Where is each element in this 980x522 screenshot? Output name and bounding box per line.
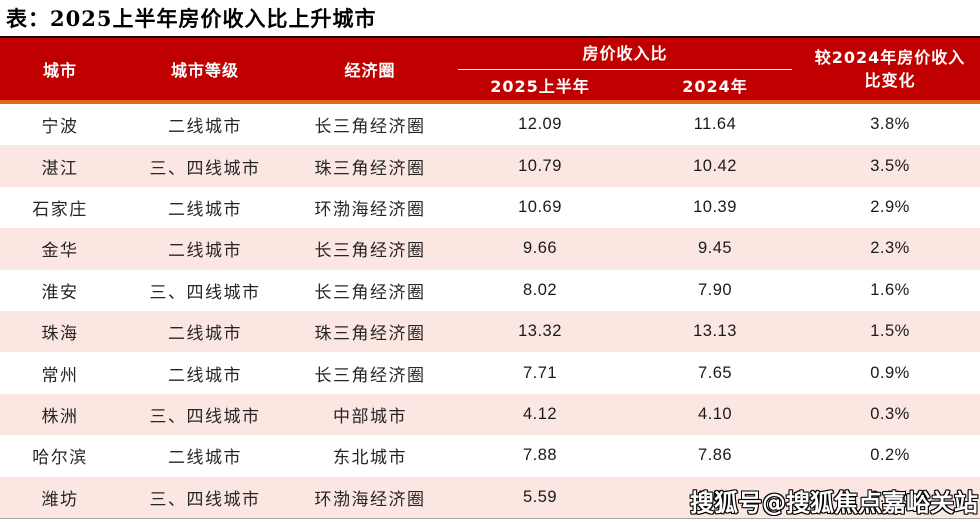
cell-change: 0.9% bbox=[870, 363, 910, 382]
cell-tier: 三、四线城市 bbox=[149, 158, 261, 179]
cell-city: 哈尔滨 bbox=[32, 448, 88, 469]
cell-change: 1.5% bbox=[870, 322, 910, 341]
cell-ratio-2025h1: 12.09 bbox=[518, 115, 562, 134]
table-row: 潍坊 三、四线城市 环渤海经济圈 5.59 5.58 0.2% bbox=[0, 476, 980, 518]
cell-city: 潍坊 bbox=[41, 489, 79, 510]
cell-change: 2.3% bbox=[870, 239, 910, 258]
cell-change: 2.9% bbox=[870, 197, 910, 216]
cell-ratio-2024: 7.90 bbox=[697, 280, 733, 299]
accent-rule bbox=[0, 100, 980, 104]
cell-change: 3.8% bbox=[870, 115, 910, 134]
cell-ratio-2024: 10.42 bbox=[693, 156, 737, 175]
cell-tier: 二线城市 bbox=[168, 199, 242, 220]
cell-ratio-2024: 9.45 bbox=[697, 239, 733, 258]
table-row: 哈尔滨 二线城市 东北城市 7.88 7.86 0.2% bbox=[0, 435, 980, 476]
cell-change: 0.3% bbox=[870, 404, 910, 423]
cell-city: 常州 bbox=[41, 365, 79, 386]
cell-circle: 长三角经济圈 bbox=[314, 241, 426, 262]
table-row: 湛江 三、四线城市 珠三角经济圈 10.79 10.42 3.5% bbox=[0, 145, 980, 187]
header-2025h1: 2025上半年 bbox=[490, 77, 590, 96]
table-row: 石家庄 二线城市 环渤海经济圈 10.69 10.39 2.9% bbox=[0, 187, 980, 228]
cell-tier: 二线城市 bbox=[168, 448, 242, 469]
cell-city: 宁波 bbox=[41, 117, 79, 138]
cell-city: 石家庄 bbox=[32, 199, 88, 220]
table-body: 宁波 二线城市 长三角经济圈 12.09 11.64 3.8% 湛江 三、四线城… bbox=[0, 104, 980, 519]
table-row: 金华 二线城市 长三角经济圈 9.66 9.45 2.3% bbox=[0, 228, 980, 270]
cell-ratio-2025h1: 5.59 bbox=[522, 487, 558, 506]
table-row: 株洲 三、四线城市 中部城市 4.12 4.10 0.3% bbox=[0, 393, 980, 436]
cell-city: 珠海 bbox=[41, 324, 79, 345]
cell-circle: 长三角经济圈 bbox=[314, 117, 426, 138]
cell-tier: 三、四线城市 bbox=[149, 489, 261, 510]
cell-ratio-2024: 10.39 bbox=[693, 197, 737, 216]
cell-tier: 二线城市 bbox=[168, 117, 242, 138]
cell-ratio-2025h1: 9.66 bbox=[522, 239, 558, 258]
cell-circle: 长三角经济圈 bbox=[314, 282, 426, 303]
cell-ratio-2025h1: 7.88 bbox=[522, 446, 558, 465]
cell-ratio-2025h1: 10.79 bbox=[518, 156, 562, 175]
cell-ratio-2025h1: 4.12 bbox=[522, 404, 558, 423]
cell-tier: 三、四线城市 bbox=[149, 406, 261, 427]
header-2024: 2024年 bbox=[682, 77, 748, 96]
cell-ratio-2024: 4.10 bbox=[697, 404, 733, 423]
cell-city: 淮安 bbox=[41, 282, 79, 303]
cell-change: 3.5% bbox=[870, 156, 910, 175]
cell-tier: 三、四线城市 bbox=[149, 282, 261, 303]
table-row: 淮安 三、四线城市 长三角经济圈 8.02 7.90 1.6% bbox=[0, 270, 980, 311]
header-change: 较2024年房价收入比变化 bbox=[800, 38, 980, 100]
table-header: 城市 城市等级 经济圈 房价收入比 2025上半年 2024年 较2024年房价… bbox=[0, 36, 980, 100]
cell-city: 金华 bbox=[41, 241, 79, 262]
cell-tier: 二线城市 bbox=[168, 365, 242, 386]
cell-circle: 珠三角经济圈 bbox=[314, 324, 426, 345]
cell-ratio-2024: 5.58 bbox=[697, 487, 733, 506]
header-circle: 经济圈 bbox=[344, 61, 396, 80]
cell-ratio-2025h1: 8.02 bbox=[522, 280, 558, 299]
header-change-label: 较2024年房价收入比变化 bbox=[814, 47, 966, 90]
cell-city: 湛江 bbox=[41, 158, 79, 179]
cell-change: 0.2% bbox=[870, 487, 910, 506]
title-bar: 表：2025上半年房价收入比上升城市 bbox=[0, 0, 980, 36]
cell-ratio-2025h1: 13.32 bbox=[518, 322, 562, 341]
cell-circle: 东北城市 bbox=[333, 448, 407, 469]
cell-tier: 二线城市 bbox=[168, 241, 242, 262]
cell-ratio-2024: 7.86 bbox=[697, 446, 733, 465]
cell-circle: 环渤海经济圈 bbox=[314, 199, 426, 220]
cell-ratio-2025h1: 10.69 bbox=[518, 197, 562, 216]
cell-ratio-2024: 11.64 bbox=[693, 115, 737, 134]
table-row: 珠海 二线城市 珠三角经济圈 13.32 13.13 1.5% bbox=[0, 310, 980, 353]
table-title: 表：2025上半年房价收入比上升城市 bbox=[6, 6, 377, 31]
watermark: 搜狐号@搜狐焦点嘉峪关站 bbox=[690, 489, 978, 517]
cell-ratio-2024: 7.65 bbox=[697, 363, 733, 382]
table-row: 常州 二线城市 长三角经济圈 7.71 7.65 0.9% bbox=[0, 352, 980, 393]
cell-change: 1.6% bbox=[870, 280, 910, 299]
cell-circle: 珠三角经济圈 bbox=[314, 158, 426, 179]
cell-circle: 环渤海经济圈 bbox=[314, 489, 426, 510]
table-row: 宁波 二线城市 长三角经济圈 12.09 11.64 3.8% bbox=[0, 104, 980, 145]
header-city: 城市 bbox=[42, 61, 77, 80]
cell-circle: 中部城市 bbox=[333, 406, 407, 427]
cell-ratio-2024: 13.13 bbox=[693, 322, 737, 341]
cell-change: 0.2% bbox=[870, 446, 910, 465]
cell-ratio-2025h1: 7.71 bbox=[522, 363, 558, 382]
cell-circle: 长三角经济圈 bbox=[314, 365, 426, 386]
cell-tier: 二线城市 bbox=[168, 324, 242, 345]
header-tier: 城市等级 bbox=[170, 61, 239, 80]
header-group-ratio: 房价收入比 bbox=[458, 38, 792, 70]
cell-city: 株洲 bbox=[41, 406, 79, 427]
